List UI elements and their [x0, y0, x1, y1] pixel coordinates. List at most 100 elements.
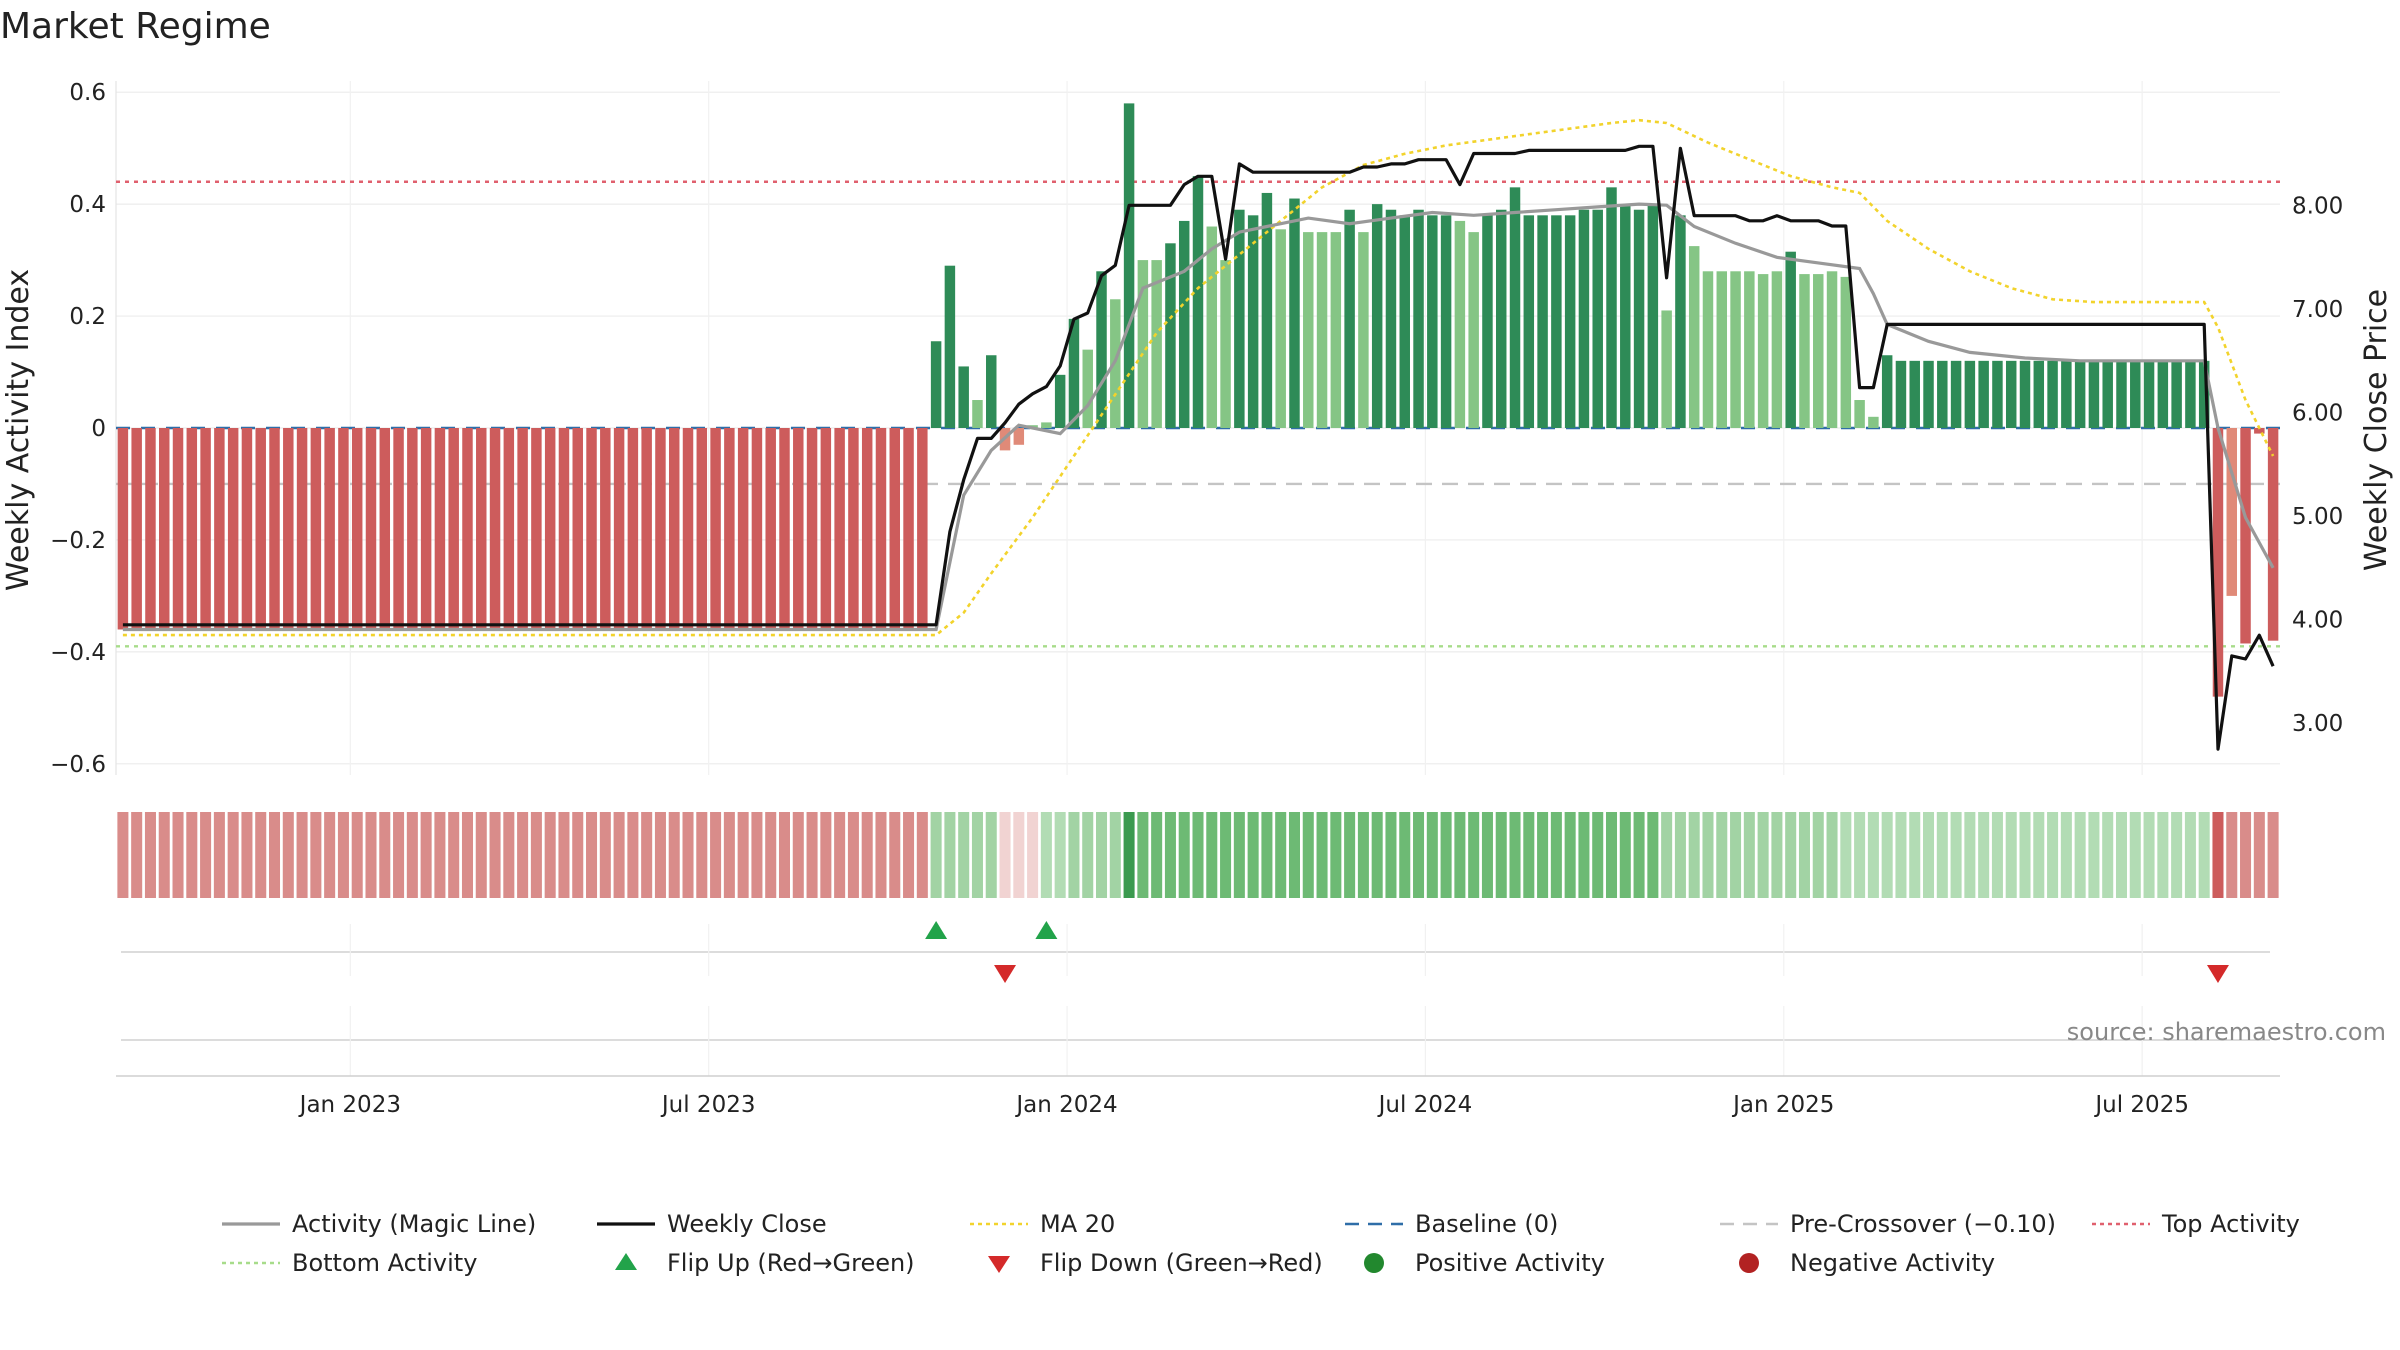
regime-cell: [1302, 812, 1314, 898]
activity-bar: [1096, 271, 1107, 428]
activity-bar: [2047, 360, 2058, 428]
y-axis-title: Weekly Activity Index: [1, 269, 36, 591]
regime-cell: [778, 812, 791, 898]
regime-cell: [1978, 812, 1990, 898]
activity-bar: [2130, 360, 2141, 428]
regime-cell: [1936, 812, 1948, 898]
regime-cell: [420, 812, 432, 898]
regime-cell: [806, 812, 818, 898]
activity-bar: [765, 428, 776, 630]
legend-item: Positive Activity: [1364, 1249, 1605, 1277]
legend-item: Pre-Crossover (−0.10): [1720, 1210, 2056, 1238]
regime-cell: [1743, 812, 1755, 898]
regime-cell: [1330, 812, 1342, 898]
activity-bar: [779, 428, 790, 630]
activity-bar: [476, 428, 487, 630]
activity-bar: [1330, 232, 1342, 428]
axes: 0.6 0.4 0.2 0 −0.2 −0.4 −0.6 8.00 7.00 6.00 5.00 4.…: [50, 80, 2343, 778]
activity-bar: [1137, 260, 1149, 428]
activity-bar: [2143, 360, 2155, 428]
activity-bar: [145, 428, 156, 630]
regime-cell: [1771, 812, 1783, 898]
activity-bar: [2033, 360, 2045, 428]
activity-bar: [186, 428, 198, 630]
activity-bar: [1578, 209, 1590, 428]
activity-bar: [1826, 271, 1838, 428]
activity-bar: [531, 428, 542, 630]
regime-cell: [1468, 812, 1480, 898]
activity-bar: [1868, 416, 1879, 428]
activity-bar: [379, 428, 391, 630]
activity-bar: [1427, 215, 1438, 428]
regime-cell: [406, 812, 418, 898]
x-tick-label: Jan 2023: [298, 1092, 401, 1118]
activity-bar: [848, 428, 859, 630]
regime-cell: [1674, 812, 1686, 898]
regime-cell: [1027, 812, 1039, 898]
activity-bar: [806, 428, 818, 630]
activity-bar: [2185, 360, 2196, 428]
regime-cell: [668, 812, 680, 898]
activity-bar: [1702, 271, 1714, 428]
legend-swatch: [615, 1253, 637, 1270]
legend-item: Weekly Close: [597, 1210, 827, 1238]
activity-bar: [1757, 274, 1769, 428]
regime-cell: [1068, 812, 1080, 898]
activity-bar: [1440, 215, 1452, 428]
activity-bar: [1454, 220, 1466, 428]
y-tick-label: 0.6: [69, 80, 106, 106]
regime-cell: [2047, 812, 2059, 898]
activity-bar: [1854, 400, 1865, 428]
activity-bar: [613, 428, 625, 630]
regime-cell: [1371, 812, 1383, 898]
activity-bar: [903, 428, 914, 630]
activity-bar: [1564, 215, 1576, 428]
activity-bar: [668, 428, 680, 630]
regime-cell: [1206, 812, 1218, 898]
regime-cell: [379, 812, 391, 898]
regime-cell: [572, 812, 584, 898]
regime-cell: [282, 812, 294, 898]
activity-bar: [1551, 215, 1562, 428]
activity-bar: [724, 428, 735, 630]
regime-cell: [1316, 812, 1328, 898]
activity-bar: [572, 428, 583, 630]
regime-cell: [434, 812, 446, 898]
regime-cell: [916, 812, 928, 898]
activity-bar: [972, 400, 983, 428]
activity-bar: [241, 428, 253, 630]
y2-tick-label: 8.00: [2292, 193, 2343, 219]
legend-label: MA 20: [1040, 1210, 1115, 1238]
legend-item: Activity (Magic Line): [222, 1210, 536, 1238]
activity-bar: [2061, 360, 2072, 428]
regime-cell: [2212, 812, 2224, 898]
regime-cell: [2102, 812, 2114, 898]
regime-cell: [1991, 812, 2003, 898]
legend-item: Flip Down (Green→Red): [988, 1249, 1323, 1277]
regime-cell: [1923, 812, 1935, 898]
activity-bar: [1413, 209, 1424, 428]
activity-bar: [655, 428, 666, 630]
regime-cell: [324, 812, 336, 898]
regime-cell: [1757, 812, 1769, 898]
activity-bar: [214, 428, 225, 630]
legend-item: Top Activity: [2092, 1210, 2300, 1238]
activity-bar: [2088, 360, 2100, 428]
legend-label: Activity (Magic Line): [292, 1210, 536, 1238]
x-tick-label: Jul 2025: [2093, 1092, 2189, 1118]
y-tick-label: −0.6: [50, 752, 106, 778]
regime-cell: [2019, 812, 2031, 898]
x-tick-label: Jul 2023: [660, 1092, 756, 1118]
activity-bar: [503, 428, 515, 630]
y2-tick-label: 3.00: [2292, 711, 2343, 737]
activity-bar: [172, 428, 184, 630]
regime-cell: [834, 812, 846, 898]
legend-label: Negative Activity: [1790, 1249, 1995, 1277]
regime-cell: [1633, 812, 1645, 898]
legend-item: Negative Activity: [1739, 1249, 1995, 1277]
regime-cell: [213, 812, 225, 898]
regime-cell: [1440, 812, 1452, 898]
legend-item: Flip Up (Red→Green): [615, 1249, 915, 1277]
regime-cell: [1619, 812, 1631, 898]
activity-bar: [1895, 360, 1907, 428]
